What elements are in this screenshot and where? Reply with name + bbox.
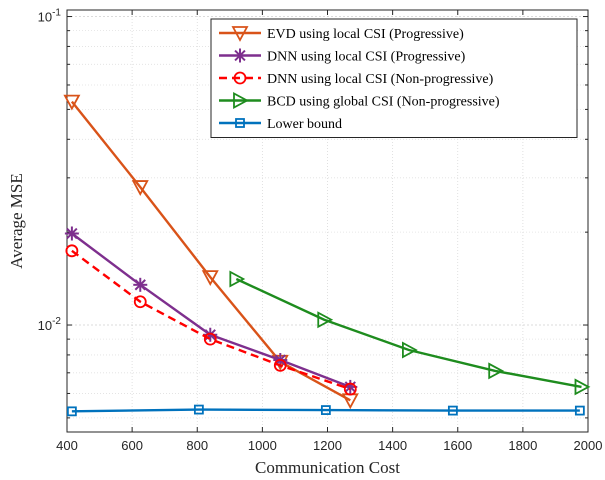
- legend-label: BCD using global CSI (Non-progressive): [267, 95, 500, 110]
- x-tick-label: 400: [56, 438, 78, 453]
- x-tick-label: 1200: [313, 438, 342, 453]
- data-point-asterisk: [133, 277, 148, 292]
- data-point-triangle-right: [229, 270, 246, 288]
- legend-label: EVD using local CSI (Progressive): [267, 27, 464, 42]
- data-point-circle: [133, 295, 147, 309]
- data-point-triangle-right: [488, 362, 505, 380]
- axis-ticks: 400 600 800 1000 1200 1400 1600 1800 2000 10-2 10-…: [38, 8, 603, 453]
- legend-entry: Lower bound: [219, 117, 342, 132]
- data-point-square: [447, 405, 458, 416]
- data-point-triangle-down: [201, 270, 219, 287]
- series-line: [71, 408, 580, 413]
- x-axis-label: Communication Cost: [255, 458, 400, 477]
- series-line: [235, 277, 582, 389]
- data-point-triangle-right: [317, 311, 334, 329]
- data-point-square: [193, 404, 204, 415]
- data-point-triangle-down: [131, 180, 149, 196]
- x-tick-label: 1800: [508, 438, 537, 453]
- legend-entry: BCD using global CSI (Non-progressive): [219, 91, 500, 110]
- series-line: [71, 232, 351, 389]
- data-point-triangle-down: [231, 26, 249, 42]
- data-point-square: [66, 406, 77, 417]
- data-point-triangle-right: [402, 341, 418, 359]
- legend-entry: EVD using local CSI (Progressive): [219, 26, 464, 42]
- data-point-circle: [273, 358, 287, 372]
- series: [63, 94, 591, 417]
- data-point-triangle-down: [63, 94, 81, 111]
- series-1: [64, 226, 358, 394]
- x-tick-label: 1000: [248, 438, 277, 453]
- x-tick-label: 600: [121, 438, 143, 453]
- data-point-square: [320, 405, 331, 415]
- series-3: [229, 270, 591, 396]
- x-tick-label: 1600: [443, 438, 472, 453]
- legend: EVD using local CSI (Progressive) DNN usi…: [210, 18, 578, 138]
- legend-label: DNN using local CSI (Non-progressive): [267, 72, 494, 87]
- data-point-triangle-right: [233, 91, 249, 110]
- series-0: [63, 94, 359, 410]
- y-axis-label: Average MSE: [7, 173, 26, 269]
- series-line: [70, 100, 351, 402]
- x-tick-label: 2000: [574, 438, 603, 453]
- x-tick-label: 800: [186, 438, 208, 453]
- legend-label: DNN using local CSI (Progressive): [267, 50, 466, 65]
- data-point-asterisk: [64, 226, 79, 241]
- data-point-circle: [203, 332, 217, 346]
- legend-entry: DNN using local CSI (Non-progressive): [219, 71, 494, 87]
- y-tick-label: 10-2: [38, 316, 62, 333]
- data-point-square: [574, 405, 585, 416]
- data-point-square: [235, 118, 245, 128]
- data-point-circle: [65, 244, 79, 258]
- series-4: [66, 404, 585, 417]
- legend-entry: DNN using local CSI (Progressive): [219, 48, 466, 65]
- data-point-circle: [233, 71, 247, 85]
- data-point-asterisk: [233, 48, 247, 63]
- series-line: [71, 249, 351, 391]
- legend-box: [210, 18, 578, 138]
- y-tick-label: 10-1: [38, 8, 62, 25]
- x-tick-label: 1400: [378, 438, 407, 453]
- series-2: [65, 244, 357, 396]
- data-point-circle: [343, 382, 357, 396]
- data-point-triangle-right: [574, 378, 591, 396]
- legend-label: Lower bound: [267, 117, 342, 132]
